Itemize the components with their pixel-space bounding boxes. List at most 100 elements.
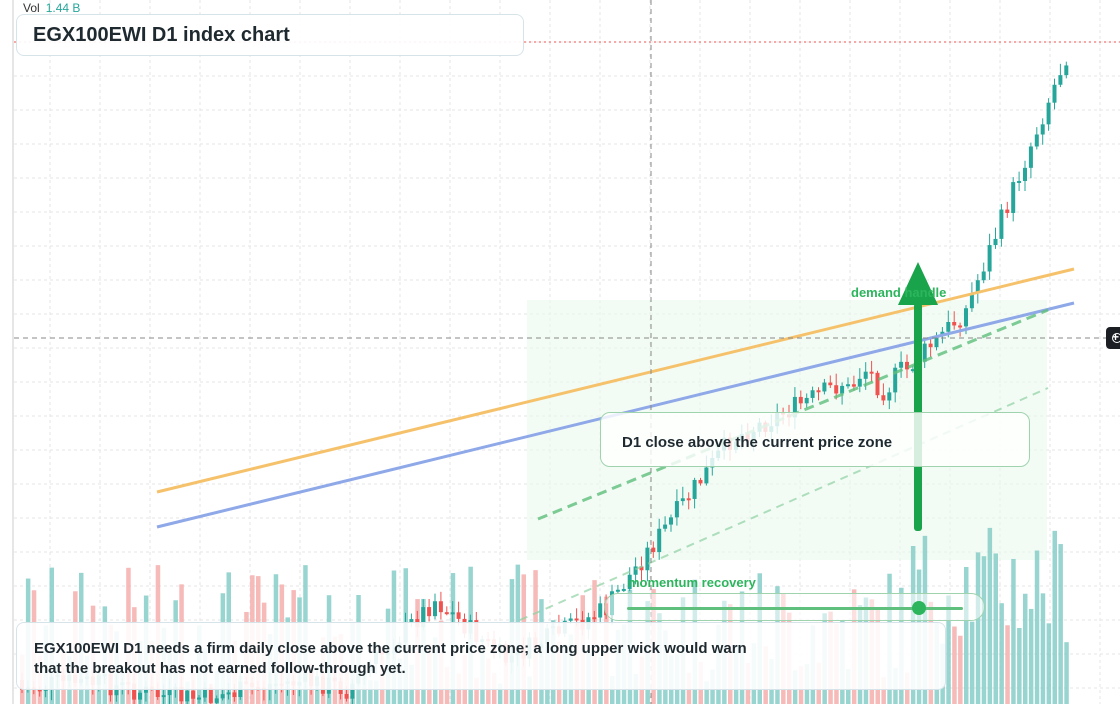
- candle-body: [875, 372, 880, 396]
- volume-bar: [999, 603, 1004, 704]
- volume-bar: [1034, 550, 1040, 704]
- momentum-slider-knob[interactable]: [912, 601, 927, 615]
- candle-body: [686, 498, 691, 501]
- volume-bar: [981, 556, 987, 704]
- candle-body: [598, 603, 603, 618]
- candle-body: [1046, 102, 1051, 125]
- candle-body: [863, 371, 868, 379]
- volume-bar: [958, 635, 963, 704]
- candle-body: [138, 692, 142, 700]
- candle-body: [981, 271, 986, 281]
- candle-body: [350, 683, 355, 699]
- volume-bar: [315, 681, 320, 704]
- candle-body: [816, 390, 821, 393]
- candle-body: [975, 280, 980, 294]
- candle-body: [1028, 146, 1033, 168]
- candle-body: [450, 612, 455, 615]
- close-zone-note-text: D1 close above the current price zone: [622, 434, 893, 451]
- momentum-recovery-label: momentum recovery: [628, 575, 756, 590]
- volume-bar: [987, 527, 993, 704]
- candle-body: [191, 690, 196, 699]
- candle-body: [946, 322, 951, 332]
- candle-body: [1052, 84, 1057, 103]
- volume-bar: [1028, 608, 1034, 704]
- candle-body: [792, 396, 797, 418]
- breakout-arrow-head: [898, 262, 938, 305]
- candle-body: [161, 695, 166, 698]
- candle-body: [810, 390, 815, 398]
- candle-body: [456, 612, 461, 619]
- candle-body: [987, 245, 992, 272]
- candle-body: [645, 547, 650, 571]
- candle-body: [698, 479, 703, 484]
- candle-body: [704, 467, 709, 484]
- candle-body: [568, 618, 573, 621]
- candle-body: [621, 588, 626, 591]
- candle-body: [37, 689, 42, 692]
- candle-body: [840, 385, 845, 394]
- candle-body: [1005, 209, 1010, 213]
- candle-body: [881, 395, 886, 401]
- candle-body: [427, 607, 432, 617]
- momentum-slider-track: [627, 607, 963, 610]
- volume-bar: [1058, 544, 1063, 704]
- candle-body: [804, 397, 809, 404]
- volume-bar: [881, 677, 886, 704]
- candle-body: [964, 308, 968, 327]
- volume-bar: [1011, 558, 1016, 704]
- candle-body: [114, 684, 119, 696]
- candle-body: [421, 607, 426, 628]
- momentum-slider[interactable]: [604, 593, 985, 621]
- candle-body: [220, 694, 225, 699]
- candle-body: [993, 238, 998, 246]
- candle-body: [155, 688, 160, 697]
- candle-body: [132, 683, 137, 700]
- volume-bar: [704, 681, 709, 704]
- candle-body: [574, 618, 579, 621]
- candle-body: [179, 686, 184, 702]
- candle-body: [869, 371, 874, 374]
- candle-body: [905, 361, 909, 370]
- candle-body: [657, 528, 662, 553]
- close-zone-note: D1 close above the current price zone: [600, 412, 1030, 467]
- volume-bar: [474, 677, 479, 704]
- volume-bar: [374, 680, 379, 704]
- candle-body: [952, 322, 957, 326]
- summary-note-text: EGX100EWI D1 needs a firm daily close ab…: [34, 640, 747, 677]
- candle-body: [928, 343, 933, 348]
- candle-body: [922, 343, 927, 362]
- candle-body: [615, 589, 620, 592]
- volume-legend: Vol 1.44 B: [23, 1, 80, 15]
- crosshair-icon[interactable]: [1106, 327, 1120, 349]
- candle-body: [1017, 180, 1022, 183]
- candle-body: [1034, 134, 1039, 147]
- volume-bar: [975, 552, 981, 704]
- volume-bar: [946, 595, 951, 704]
- candle-body: [202, 687, 207, 698]
- candle-body: [344, 693, 349, 699]
- candle-body: [214, 698, 219, 703]
- candle-body: [1058, 75, 1063, 85]
- candle-body: [969, 293, 974, 309]
- volume-bar: [993, 553, 998, 704]
- chart-title: EGX100EWI D1 index chart: [16, 14, 524, 56]
- volume-bar: [969, 621, 975, 704]
- candle-body: [1011, 182, 1016, 213]
- chart-title-text: EGX100EWI D1 index chart: [33, 24, 290, 46]
- candle-body: [680, 498, 685, 502]
- volume-bar: [497, 683, 503, 704]
- candle-body: [692, 479, 697, 499]
- candle-body: [669, 517, 673, 525]
- candle-body: [846, 384, 850, 387]
- candle-body: [197, 697, 201, 700]
- candle-body: [633, 566, 638, 575]
- volume-bar: [1023, 593, 1028, 704]
- candle-body: [834, 385, 839, 394]
- candle-body: [592, 617, 597, 620]
- candle-body: [627, 574, 632, 589]
- candle-body: [651, 547, 656, 553]
- candle-body: [208, 687, 213, 703]
- candle-body: [934, 335, 939, 348]
- volume-bar: [964, 566, 969, 704]
- candle-body: [433, 601, 437, 617]
